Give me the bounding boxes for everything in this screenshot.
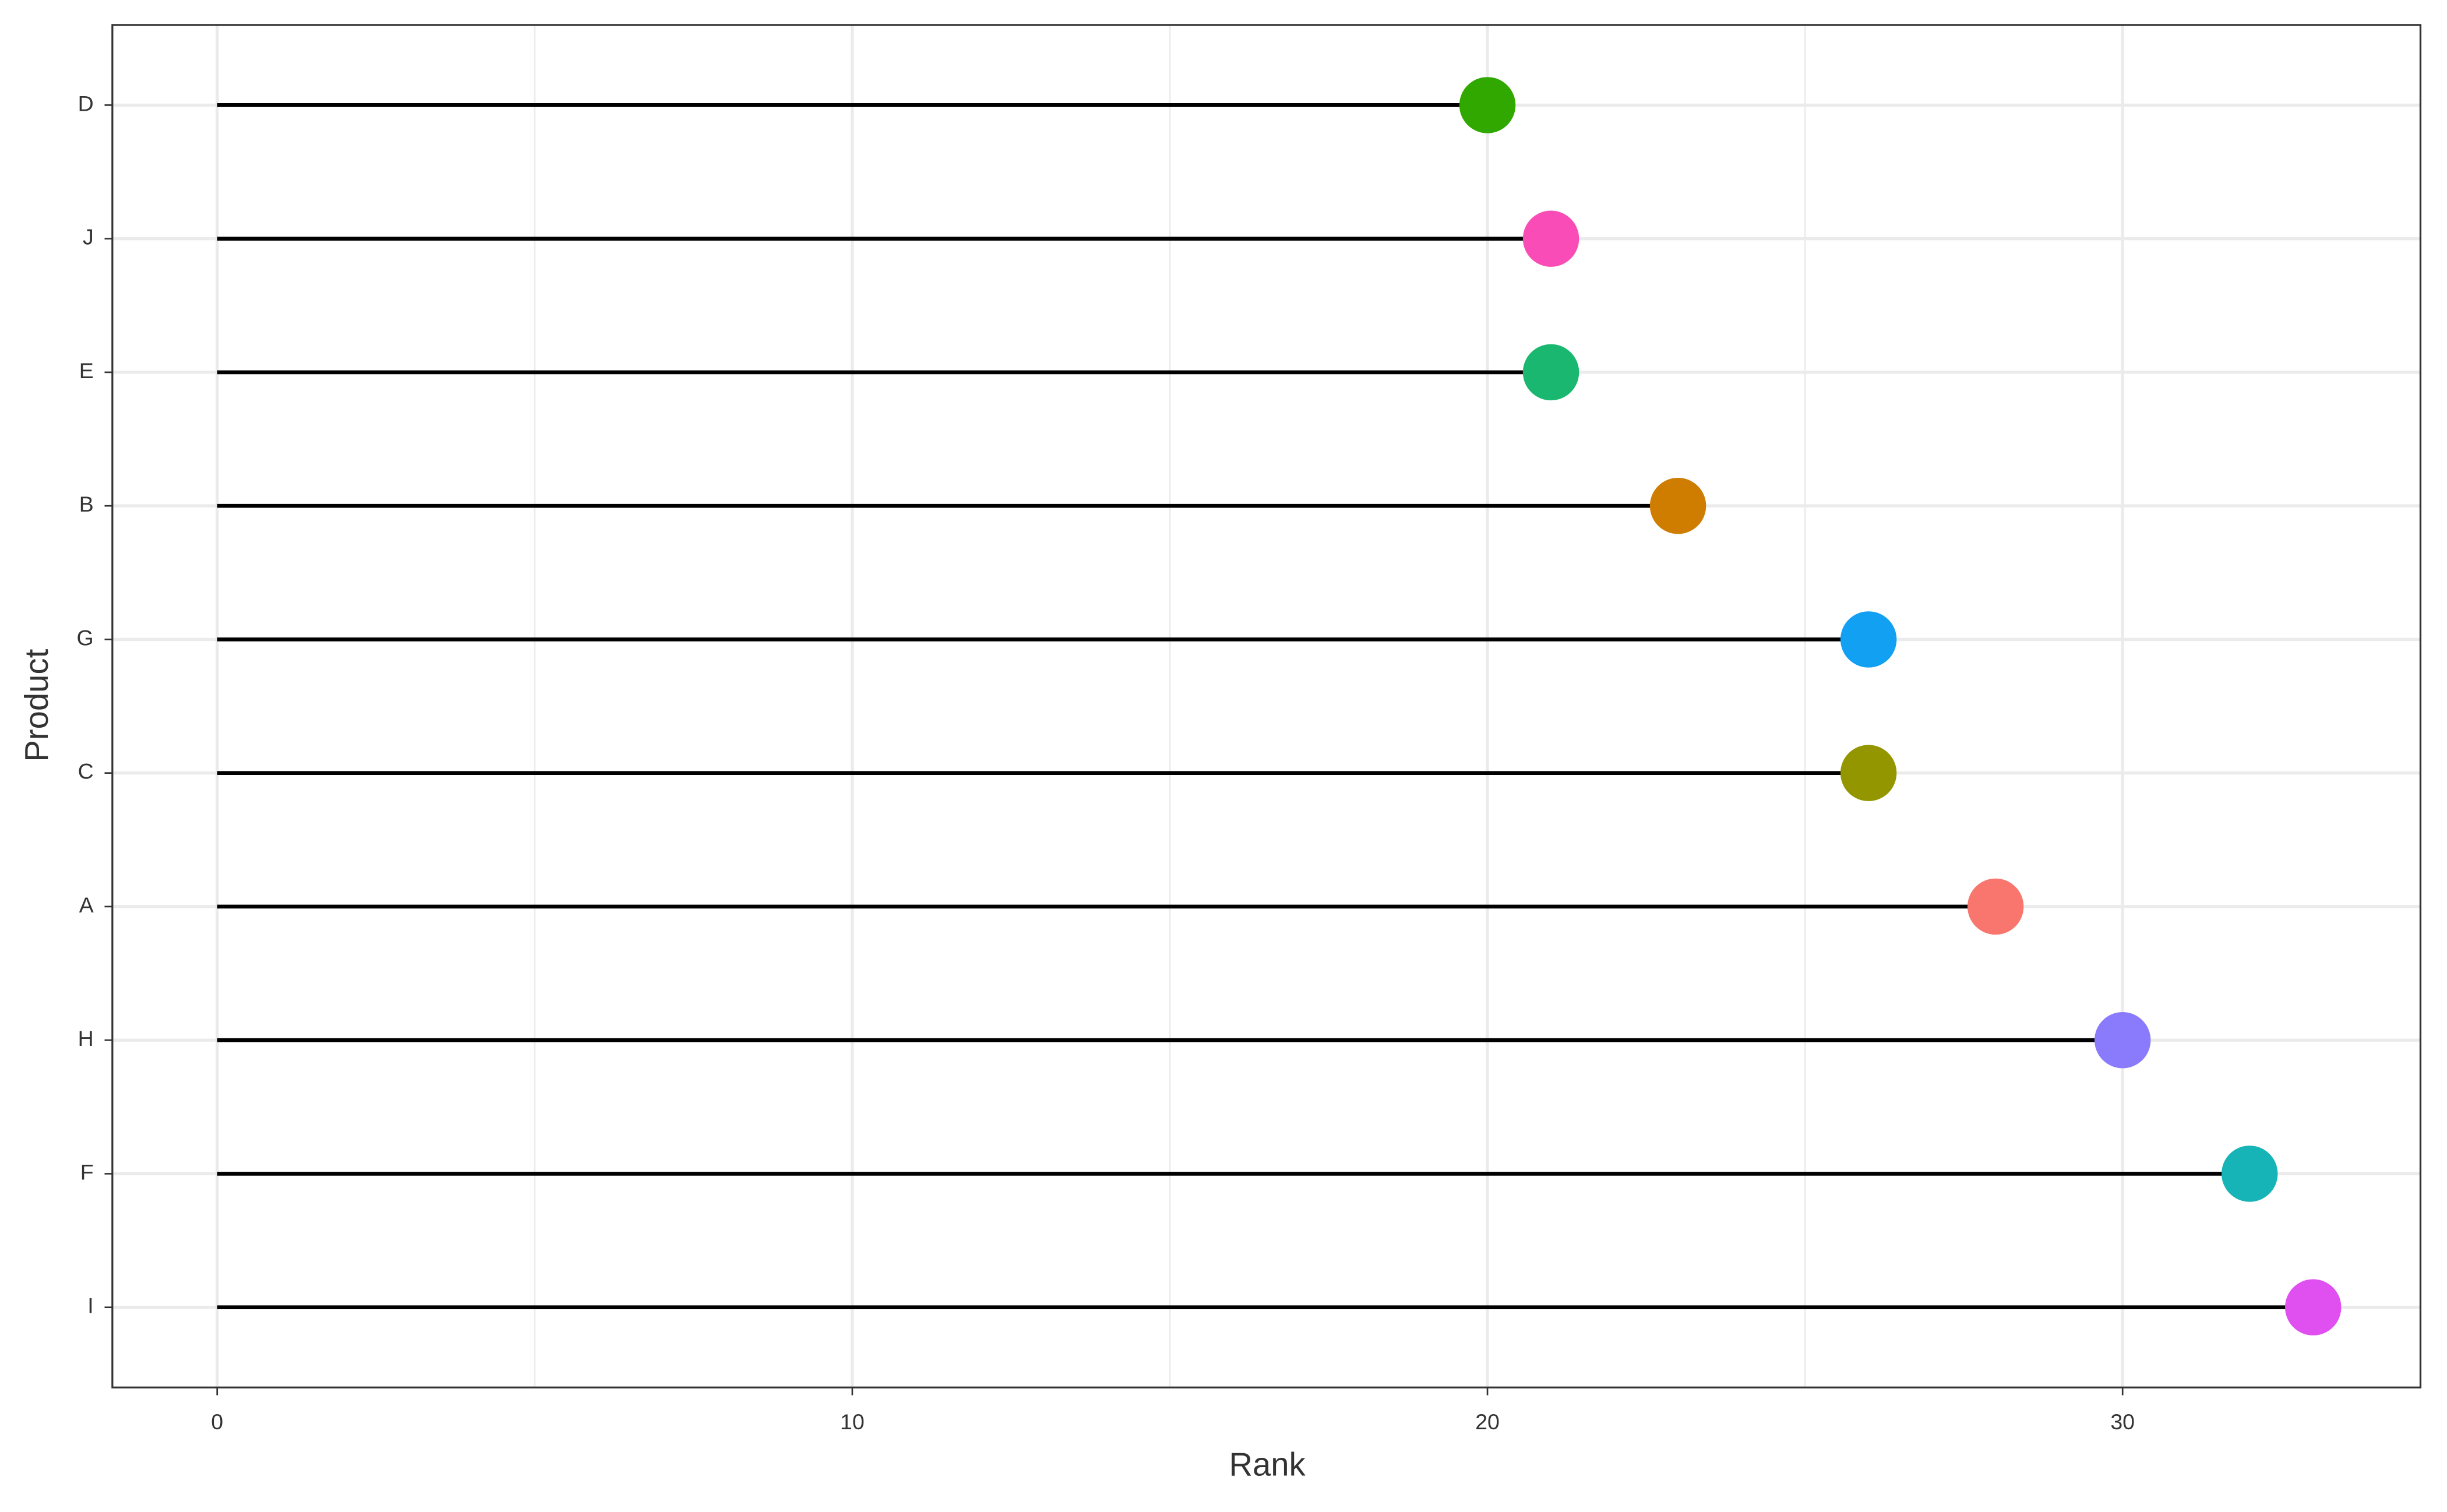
y-tick-label: J bbox=[83, 225, 94, 249]
y-tick-label: I bbox=[87, 1294, 93, 1318]
x-tick-label: 30 bbox=[2110, 1409, 2135, 1434]
panel-border bbox=[111, 24, 2422, 1388]
y-tick-label: C bbox=[78, 759, 94, 784]
y-tick-label: A bbox=[79, 893, 94, 917]
x-tick-label: 20 bbox=[1475, 1409, 1500, 1434]
y-tick-label: F bbox=[80, 1159, 94, 1184]
y-tick-label: E bbox=[79, 358, 94, 383]
point bbox=[1649, 477, 1706, 534]
x-axis-title: Rank bbox=[1229, 1446, 1306, 1483]
point bbox=[1840, 745, 1897, 801]
y-tick-label: G bbox=[77, 625, 94, 650]
point bbox=[1967, 878, 2024, 935]
x-tick-label: 10 bbox=[840, 1409, 865, 1434]
point bbox=[1459, 77, 1516, 133]
point bbox=[1840, 611, 1897, 668]
y-tick-label: B bbox=[79, 492, 94, 516]
point bbox=[2221, 1146, 2278, 1202]
point bbox=[1522, 344, 1579, 401]
point bbox=[2285, 1279, 2342, 1335]
y-tick-label: D bbox=[78, 91, 94, 115]
point bbox=[2094, 1011, 2151, 1069]
y-axis-title: Product bbox=[18, 648, 55, 762]
y-tick-label: H bbox=[78, 1026, 94, 1051]
x-tick-label: 0 bbox=[211, 1409, 223, 1434]
point bbox=[1522, 210, 1579, 267]
